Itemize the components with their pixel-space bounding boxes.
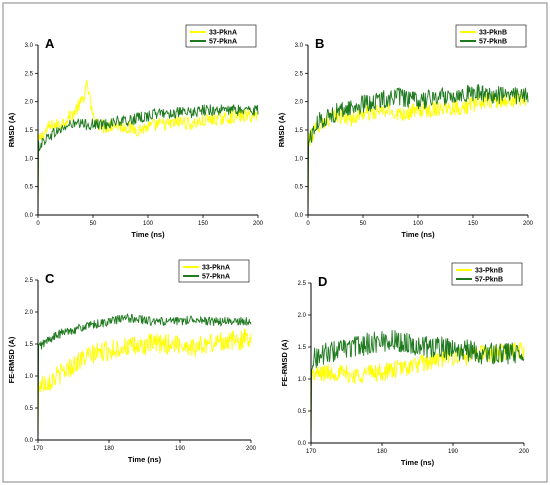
y-tick-label: 3.0 — [295, 43, 304, 49]
legend-entry: 33-PknB — [475, 268, 503, 275]
y-axis-label: FE-RMSD (A) — [7, 336, 16, 383]
panel-label: B — [315, 36, 324, 51]
y-tick-label: 0.0 — [25, 438, 34, 444]
x-tick-label: 50 — [90, 221, 97, 227]
y-tick-label: 0.5 — [295, 185, 304, 191]
y-tick-label: 2.5 — [295, 71, 304, 77]
y-tick-label: 1.0 — [25, 156, 34, 162]
panel-label: D — [318, 274, 327, 289]
y-tick-label: 0.0 — [298, 441, 307, 447]
y-tick-label: 0.5 — [25, 406, 34, 412]
legend: 33-PknA 57-PknA — [178, 259, 250, 283]
y-axis-label: RMSD (A) — [277, 112, 286, 147]
legend-entry: 33-PknA — [202, 265, 230, 272]
chart-panel-b: 0 50 100 150 200 0.0 0.5 1.0 1.5 2.0 2.5 3.0 Time (n… — [277, 24, 534, 239]
y-tick-label: 1.0 — [295, 156, 304, 162]
y-tick-label: 1.5 — [298, 345, 307, 351]
panel-label: A — [45, 36, 55, 51]
x-tick-label: 190 — [175, 446, 186, 452]
series-line-57-pknb — [307, 84, 529, 216]
panels: 0 50 100 150 200 0.0 0.5 1.0 1.5 2.0 2.5 3.0 Time (n… — [7, 24, 534, 467]
x-axis-label: Time (ns) — [401, 458, 435, 467]
y-tick-label: 1.5 — [25, 342, 34, 348]
chart-panel-a: 0 50 100 150 200 0.0 0.5 1.0 1.5 2.0 2.5 3.0 Time (n… — [7, 24, 264, 239]
y-tick-label: 2.0 — [298, 313, 307, 319]
y-tick-label: 0.0 — [25, 213, 34, 219]
series-line-33-pkna — [37, 328, 252, 441]
x-tick-label: 0 — [36, 221, 40, 227]
legend-entry: 57-PknA — [202, 274, 230, 281]
legend-entry: 57-PknB — [479, 39, 507, 46]
x-tick-label: 50 — [360, 221, 367, 227]
legend-entry: 33-PknA — [209, 30, 237, 37]
x-tick-label: 150 — [198, 221, 209, 227]
legend-entry: 57-PknA — [209, 39, 237, 46]
legend-entry: 33-PknB — [479, 30, 507, 37]
series-line-57-pknb — [310, 330, 525, 444]
chart-panel-d: 170 180 190 200 0.0 0.5 1.0 1.5 2.0 2.5 Time (ns) F… — [280, 262, 530, 467]
chart-panel-c: 170 180 190 200 0.0 0.5 1.0 1.5 2.0 2.5 Time (ns) F… — [7, 259, 257, 464]
y-tick-label: 1.5 — [25, 128, 34, 134]
y-tick-label: 2.5 — [25, 71, 34, 77]
series-line-57-pkna — [37, 104, 259, 216]
x-tick-label: 200 — [246, 446, 257, 452]
y-tick-label: 3.0 — [25, 43, 34, 49]
x-tick-label: 200 — [519, 449, 530, 455]
x-tick-label: 100 — [413, 221, 424, 227]
x-tick-label: 200 — [523, 221, 534, 227]
y-axis-label: FE-RMSD (A) — [280, 339, 289, 386]
y-tick-label: 1.0 — [298, 377, 307, 383]
y-tick-label: 0.5 — [298, 409, 307, 415]
y-tick-label: 0.0 — [295, 213, 304, 219]
x-tick-label: 190 — [448, 449, 459, 455]
y-tick-label: 2.0 — [295, 100, 304, 106]
series-line-57-pkna — [37, 313, 252, 441]
x-tick-label: 170 — [33, 446, 44, 452]
panel-label: C — [45, 271, 55, 286]
legend-entry: 57-PknB — [475, 277, 503, 284]
legend: 33-PknA 57-PknA — [185, 24, 257, 48]
x-axis-label: Time (ns) — [131, 230, 165, 239]
x-tick-label: 100 — [143, 221, 154, 227]
y-tick-label: 2.5 — [25, 278, 34, 284]
x-tick-label: 180 — [104, 446, 115, 452]
y-axis-label: RMSD (A) — [7, 112, 16, 147]
x-tick-label: 170 — [306, 449, 317, 455]
y-tick-label: 2.5 — [298, 281, 307, 287]
y-tick-label: 1.0 — [25, 374, 34, 380]
y-tick-label: 0.5 — [25, 185, 34, 191]
x-tick-label: 200 — [253, 221, 264, 227]
legend: 33-PknB 57-PknB — [451, 262, 523, 286]
x-axis-label: Time (ns) — [128, 455, 162, 464]
x-tick-label: 150 — [468, 221, 479, 227]
x-axis-label: Time (ns) — [401, 230, 435, 239]
x-tick-label: 180 — [377, 449, 388, 455]
legend: 33-PknB 57-PknB — [455, 24, 527, 48]
y-tick-label: 1.5 — [295, 128, 304, 134]
x-tick-label: 0 — [306, 221, 310, 227]
series-line-33-pkna — [37, 79, 259, 216]
series-line-33-pknb — [307, 91, 529, 216]
y-tick-label: 2.0 — [25, 310, 34, 316]
y-tick-label: 2.0 — [25, 100, 34, 106]
